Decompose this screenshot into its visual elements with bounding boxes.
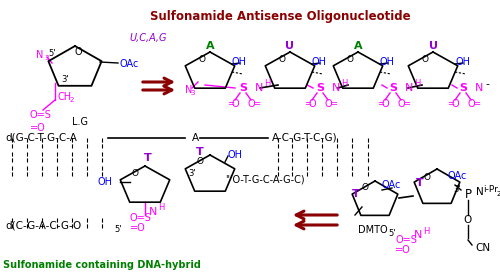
Text: O=S: O=S xyxy=(395,235,417,245)
Text: S: S xyxy=(459,83,467,93)
Text: H: H xyxy=(158,204,164,213)
Text: O: O xyxy=(424,172,430,182)
Text: P: P xyxy=(464,188,471,202)
Text: Sulfonamide Antisense Oligonucleotide: Sulfonamide Antisense Oligonucleotide xyxy=(150,10,410,23)
Text: N: N xyxy=(405,83,413,93)
Text: =: = xyxy=(404,100,410,109)
Text: =: = xyxy=(254,100,260,109)
Text: 2: 2 xyxy=(70,97,74,103)
Text: N: N xyxy=(36,50,44,60)
Text: O: O xyxy=(132,169,138,178)
Text: OAc: OAc xyxy=(382,180,402,190)
Text: =: = xyxy=(448,100,454,109)
Text: 3': 3' xyxy=(453,186,460,194)
Text: T: T xyxy=(416,178,424,188)
Text: O: O xyxy=(247,99,255,109)
Text: 3: 3 xyxy=(191,90,195,96)
Text: O: O xyxy=(451,99,459,109)
Text: =O: =O xyxy=(130,223,146,233)
Text: O: O xyxy=(278,56,285,65)
Text: OH: OH xyxy=(98,177,113,187)
Text: CN: CN xyxy=(475,243,490,253)
Text: OH: OH xyxy=(232,57,247,67)
Text: O: O xyxy=(324,99,332,109)
Text: '''O-T-G-C-A-G-C): '''O-T-G-C-A-G-C) xyxy=(225,175,304,185)
Text: 5': 5' xyxy=(48,48,56,57)
Text: O: O xyxy=(74,47,82,57)
Text: T: T xyxy=(196,147,204,157)
Text: i-Pr: i-Pr xyxy=(483,186,498,194)
Text: =O: =O xyxy=(395,245,411,255)
Text: O: O xyxy=(231,99,239,109)
Text: DMTO: DMTO xyxy=(358,225,388,235)
Text: H: H xyxy=(264,78,270,87)
Text: N: N xyxy=(149,207,157,217)
Text: OAc: OAc xyxy=(120,59,140,69)
Text: N: N xyxy=(185,85,192,95)
Text: A: A xyxy=(354,41,362,51)
Text: U: U xyxy=(428,41,438,51)
Text: O: O xyxy=(196,158,203,166)
Text: O: O xyxy=(308,99,316,109)
Text: S: S xyxy=(389,83,397,93)
Text: OAc: OAc xyxy=(448,171,468,181)
Text: OH: OH xyxy=(380,57,395,67)
Text: S: S xyxy=(239,83,247,93)
Text: =O: =O xyxy=(30,123,46,133)
Text: 2: 2 xyxy=(497,191,500,197)
Text: H: H xyxy=(414,78,420,87)
Text: d(C-G-A-C-G-O: d(C-G-A-C-G-O xyxy=(5,220,81,230)
Text: H: H xyxy=(341,78,347,87)
Text: 5': 5' xyxy=(114,226,122,235)
Text: O: O xyxy=(198,56,205,65)
Text: O: O xyxy=(362,183,368,192)
Text: U,C,A,G: U,C,A,G xyxy=(129,33,167,43)
Text: 3': 3' xyxy=(61,76,69,84)
Text: H: H xyxy=(423,227,429,235)
Text: 5': 5' xyxy=(388,230,396,238)
Text: A-C-G-T-C-G): A-C-G-T-C-G) xyxy=(272,133,338,143)
Text: N: N xyxy=(255,83,263,93)
Text: 3: 3 xyxy=(44,55,48,61)
Text: =: = xyxy=(474,100,480,109)
Text: U: U xyxy=(286,41,294,51)
Text: O: O xyxy=(346,56,354,65)
Text: N: N xyxy=(476,187,484,197)
Text: O: O xyxy=(381,99,389,109)
Text: CH: CH xyxy=(58,92,72,102)
Text: OH: OH xyxy=(312,57,327,67)
Text: A: A xyxy=(192,133,199,143)
Text: OH: OH xyxy=(455,57,470,67)
Text: d(G-C-T-G-C-A: d(G-C-T-G-C-A xyxy=(5,133,77,143)
Text: O: O xyxy=(422,56,428,65)
Text: -: - xyxy=(485,79,489,89)
Text: OH: OH xyxy=(228,150,243,160)
Text: O=S: O=S xyxy=(130,213,152,223)
Text: O: O xyxy=(467,99,475,109)
Text: Sulfonamide containing DNA-hybrid: Sulfonamide containing DNA-hybrid xyxy=(3,260,201,270)
Text: O: O xyxy=(397,99,405,109)
Text: L.G: L.G xyxy=(72,117,88,127)
Text: =: = xyxy=(304,100,312,109)
Text: O: O xyxy=(464,215,472,225)
Text: =: = xyxy=(330,100,338,109)
Text: N: N xyxy=(332,83,340,93)
Text: =: = xyxy=(228,100,234,109)
Text: 3': 3' xyxy=(188,169,196,177)
Text: N: N xyxy=(414,230,422,240)
Text: T: T xyxy=(144,153,152,163)
Text: O=S: O=S xyxy=(30,110,52,120)
Text: S: S xyxy=(316,83,324,93)
Text: A: A xyxy=(206,41,214,51)
Text: T: T xyxy=(352,189,360,199)
Text: =: = xyxy=(378,100,384,109)
Text: N: N xyxy=(475,83,483,93)
